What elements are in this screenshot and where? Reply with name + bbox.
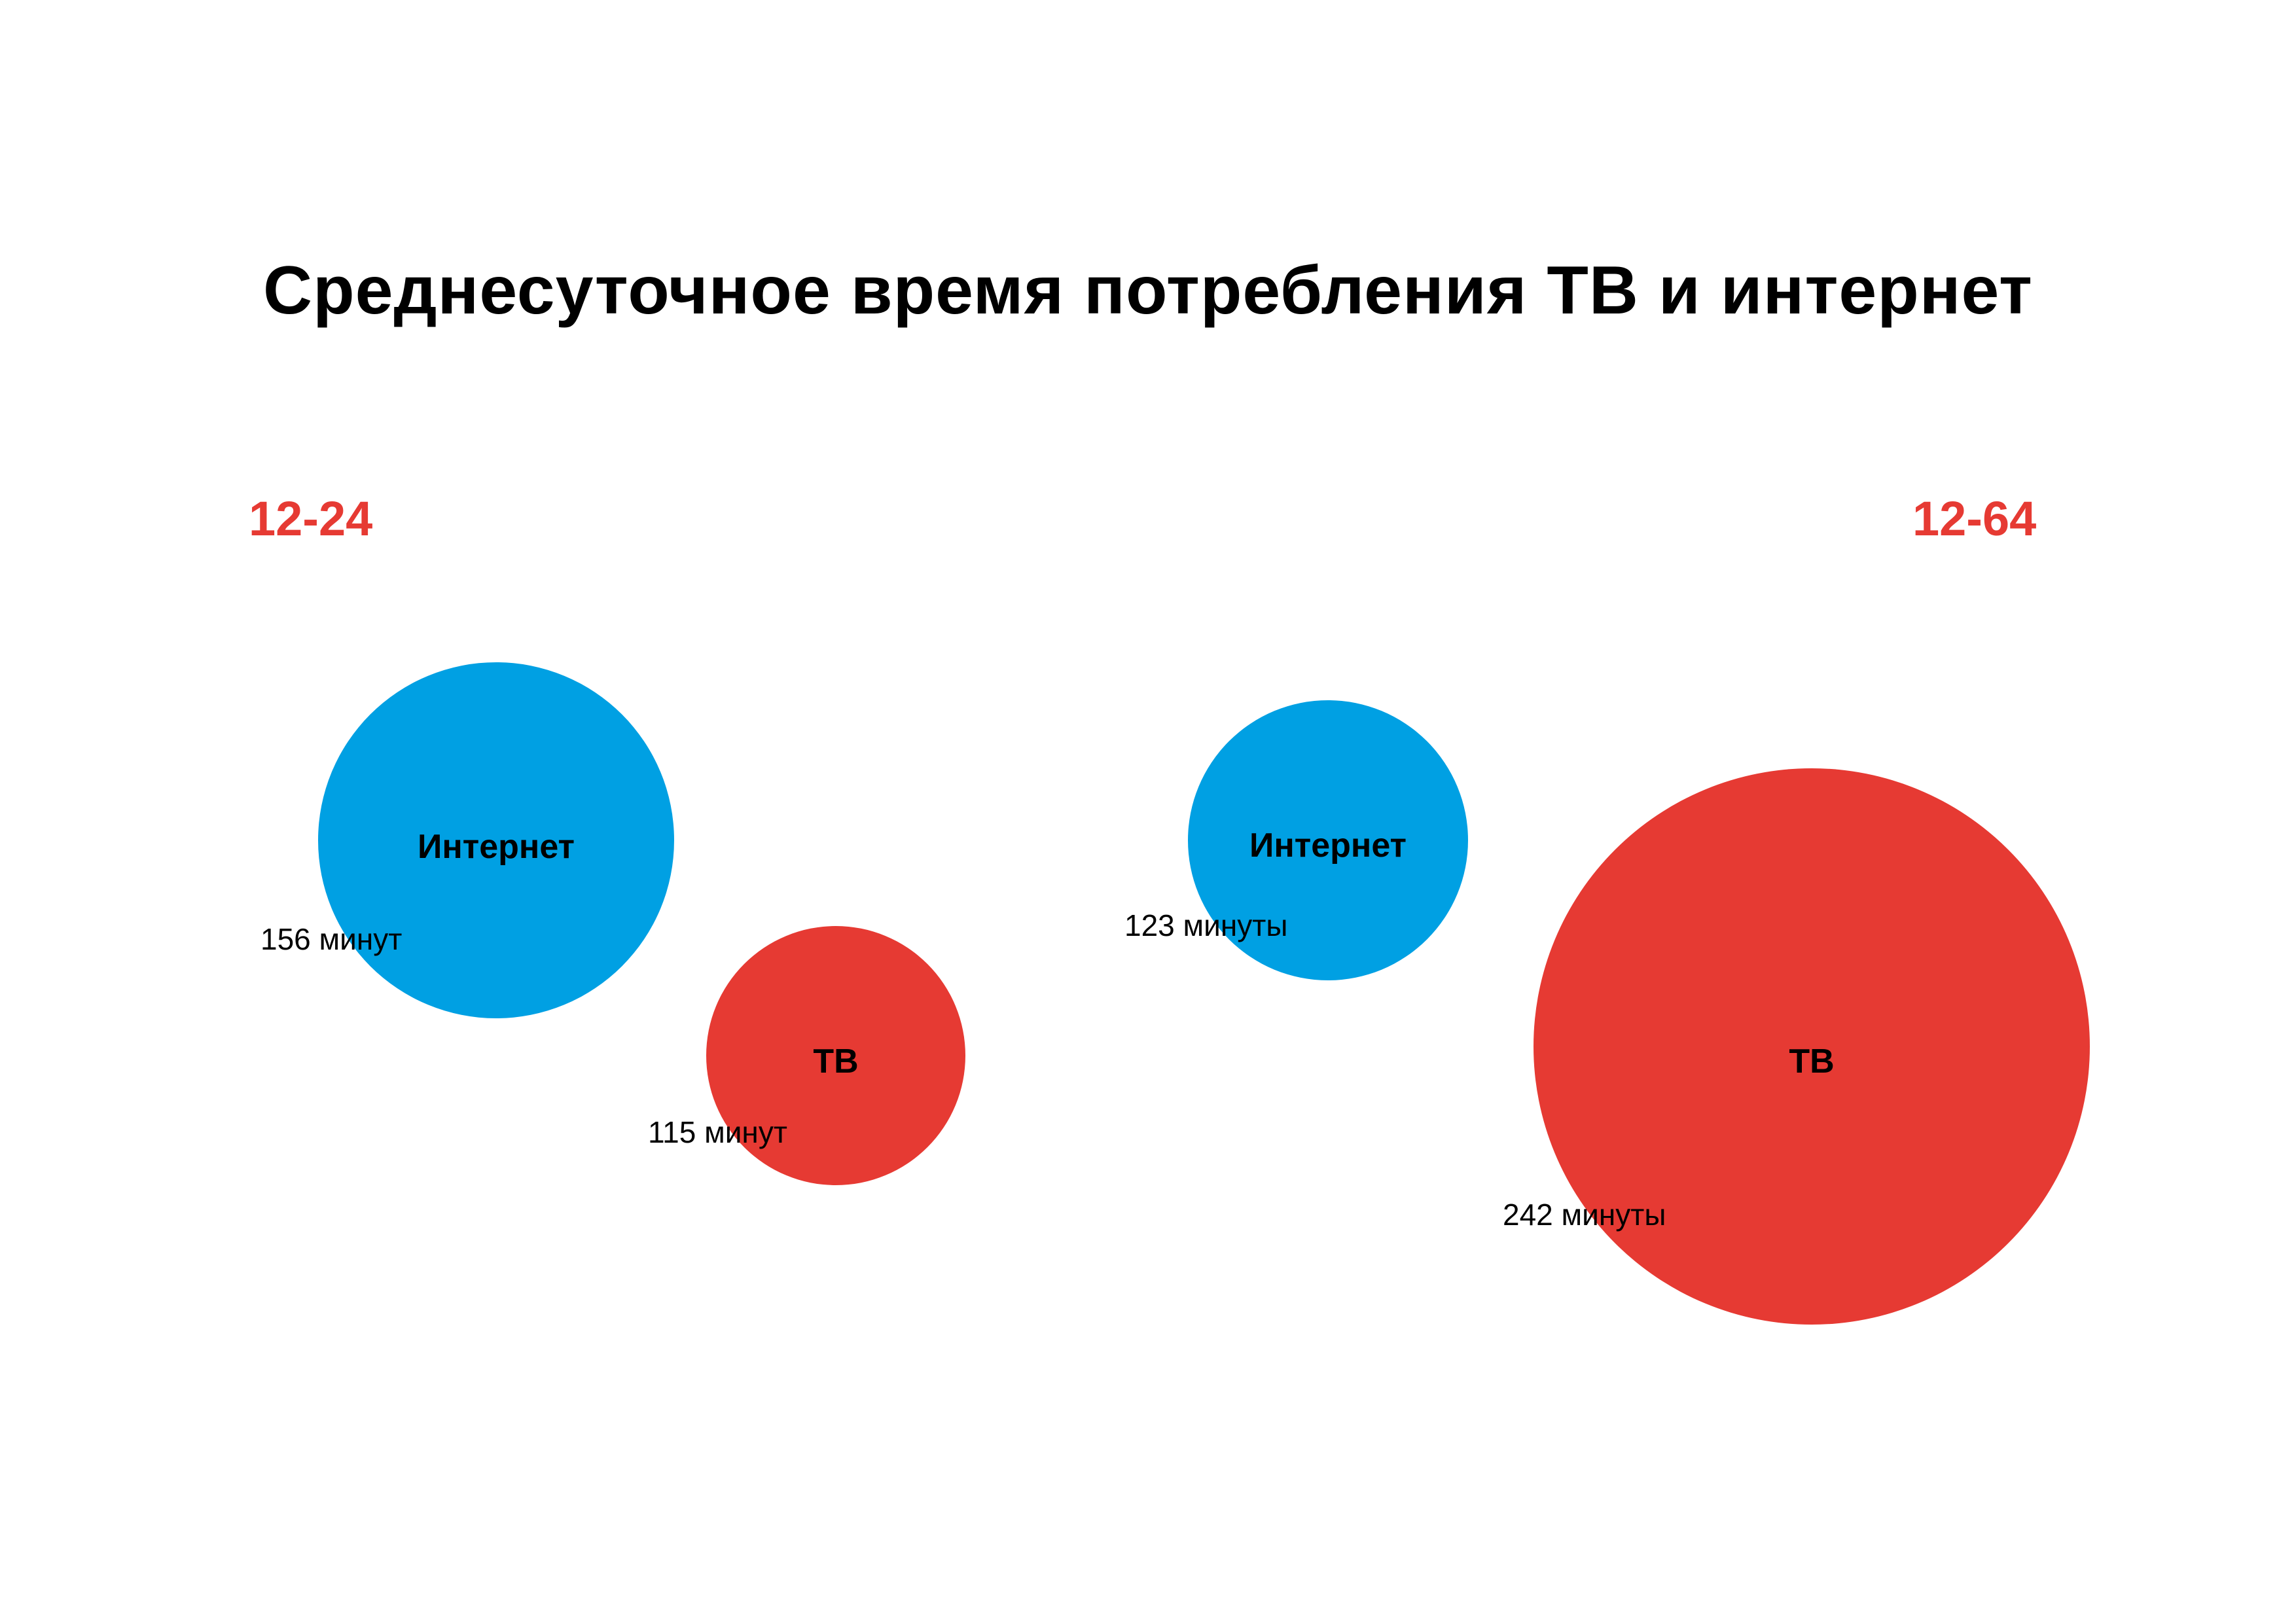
group-label-12-64: 12-64 xyxy=(1912,491,2037,546)
bubble-12-24-tv xyxy=(706,926,965,1185)
value-label: 123 минуты xyxy=(1124,908,1288,942)
bubble-label: Интернет xyxy=(417,828,575,866)
bubble-label: ТВ xyxy=(1789,1043,1835,1080)
bubble-12-64-tv xyxy=(1534,768,2090,1325)
value-label: 156 минут xyxy=(260,922,403,956)
bubble-label: ТВ xyxy=(813,1043,859,1080)
bubble-label: Интернет xyxy=(1249,827,1407,865)
bubble-12-64-internet xyxy=(1188,700,1468,980)
value-label: 115 минут xyxy=(648,1115,787,1149)
chart-title: Среднесуточное время потребления ТВ и ин… xyxy=(263,253,2033,329)
value-label: 242 минуты xyxy=(1503,1198,1666,1232)
bubble-12-24-internet xyxy=(318,662,674,1018)
group-label-12-24: 12-24 xyxy=(249,491,373,546)
